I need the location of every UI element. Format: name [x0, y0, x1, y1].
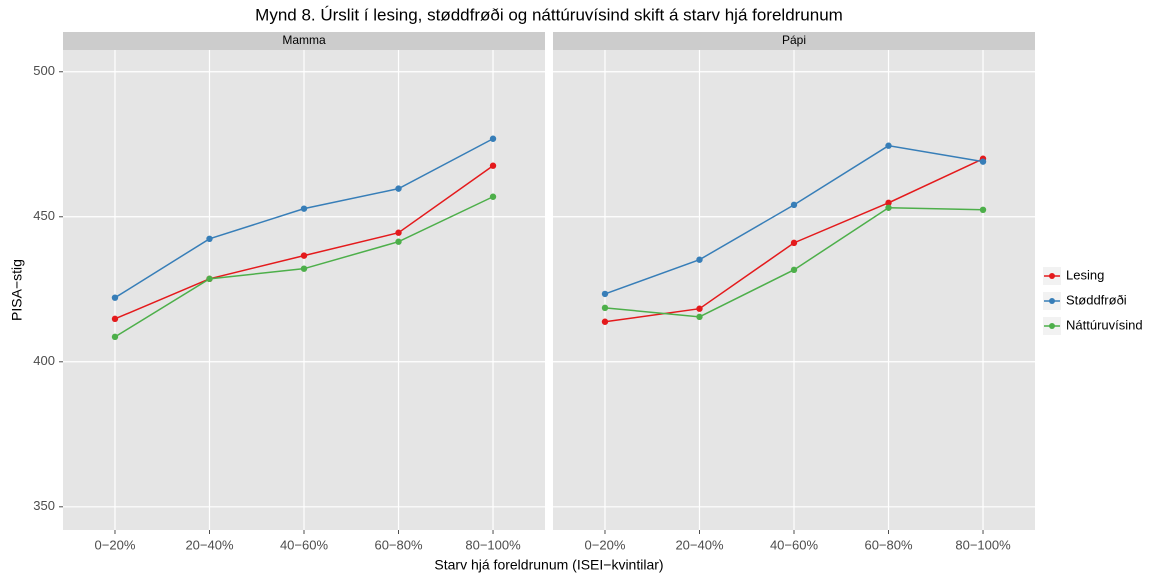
point: [489, 193, 497, 200]
x-axis-label: Starv hjá foreldrunum (ISEI−kvintilar): [434, 557, 663, 573]
point: [395, 229, 402, 236]
point: [489, 135, 497, 142]
x-tick-label: 40−60%: [280, 537, 329, 552]
point: [300, 205, 308, 212]
point: [601, 304, 609, 312]
point: [696, 305, 703, 312]
strip: [553, 32, 1035, 50]
point: [395, 185, 402, 192]
point: [885, 199, 892, 207]
point: [790, 239, 798, 247]
x-tick-label: 80−100%: [955, 537, 1011, 552]
point: [111, 294, 119, 301]
x-tick-label: 60−80%: [374, 537, 423, 552]
point: [111, 333, 119, 341]
legend-point: [1049, 298, 1055, 304]
point: [979, 206, 987, 214]
x-tick-label: 60−80%: [864, 537, 913, 552]
point: [300, 265, 308, 272]
legend-label: Støddfrøði: [1066, 292, 1127, 307]
point: [885, 204, 892, 211]
point: [979, 158, 987, 165]
point: [601, 318, 609, 325]
y-tick-label: 350: [33, 498, 55, 513]
y-tick-label: 500: [33, 63, 55, 78]
point: [790, 266, 798, 274]
x-tick-label: 80−100%: [465, 537, 521, 552]
point: [489, 162, 497, 169]
y-tick-label: 450: [33, 208, 55, 223]
point: [300, 252, 308, 259]
x-tick-label: 20−40%: [185, 537, 234, 552]
chart-title: Mynd 8. Úrslit í lesing, støddfrøði og n…: [255, 5, 843, 24]
facet-label: Mamma: [282, 33, 326, 47]
x-tick-label: 20−40%: [675, 537, 724, 552]
x-tick-label: 40−60%: [770, 537, 819, 552]
y-tick-label: 400: [33, 353, 55, 368]
point: [790, 201, 798, 209]
y-axis-label: PISA−stig: [9, 259, 25, 321]
point: [206, 275, 213, 283]
facet-label: Pápi: [782, 33, 806, 47]
legend-label: Náttúruvísind: [1066, 317, 1143, 332]
point: [696, 313, 703, 321]
legend-point: [1049, 323, 1055, 329]
strip: [63, 32, 545, 50]
point: [885, 142, 892, 149]
legend-point: [1049, 273, 1055, 279]
x-tick-label: 0−20%: [95, 537, 136, 552]
point: [206, 235, 213, 243]
point: [111, 315, 119, 323]
point: [601, 290, 609, 298]
legend-label: Lesing: [1066, 267, 1104, 282]
point: [696, 256, 703, 263]
point: [395, 238, 402, 245]
x-tick-label: 0−20%: [585, 537, 626, 552]
